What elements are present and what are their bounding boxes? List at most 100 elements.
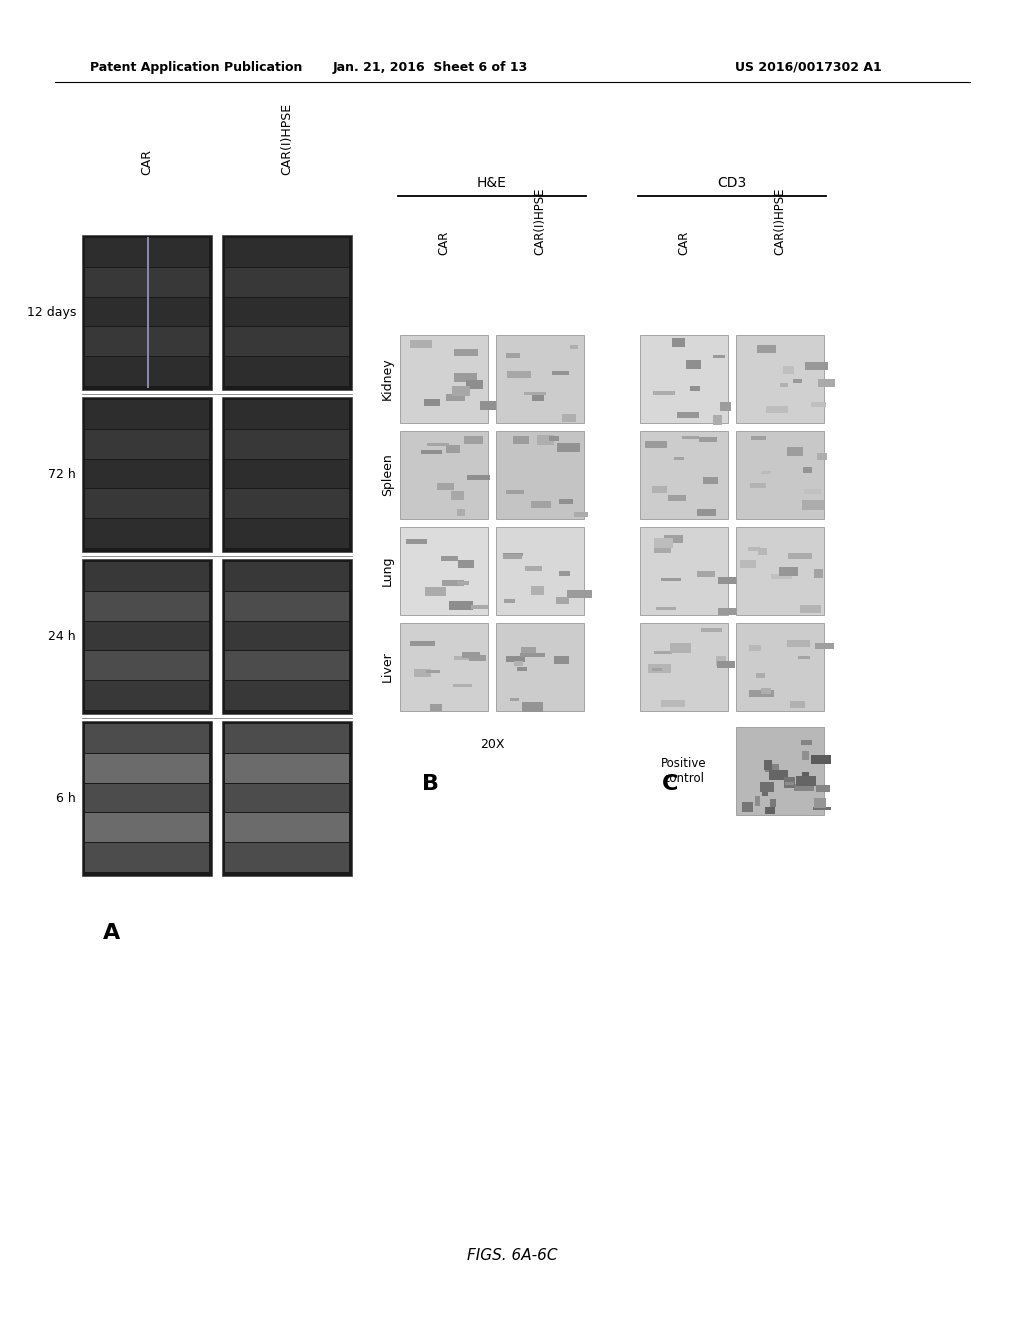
Bar (814, 797, 825, 808)
Bar (85, 723, 209, 752)
Bar (699, 437, 717, 442)
Text: B: B (422, 774, 438, 795)
Bar (464, 436, 482, 444)
Bar (784, 783, 795, 785)
Bar (800, 605, 820, 612)
Bar (513, 436, 529, 444)
Bar (802, 741, 812, 746)
Bar (700, 628, 723, 632)
Bar (82, 397, 212, 552)
Bar (225, 681, 349, 710)
Bar (788, 553, 812, 560)
Bar (749, 690, 774, 697)
Bar (496, 432, 584, 519)
Text: Liver: Liver (381, 652, 394, 682)
Bar (758, 345, 775, 352)
Bar (85, 400, 209, 429)
Bar (640, 527, 728, 615)
Bar (400, 527, 488, 615)
Bar (651, 668, 663, 671)
Bar (450, 601, 473, 610)
Bar (654, 546, 671, 553)
Bar (462, 652, 480, 657)
Bar (222, 235, 352, 389)
Bar (530, 502, 551, 508)
Bar (673, 338, 685, 347)
Bar (85, 327, 209, 356)
Bar (740, 560, 756, 569)
Bar (452, 387, 470, 396)
Bar (410, 339, 432, 348)
Bar (524, 392, 546, 396)
Bar (765, 807, 774, 814)
Bar (510, 698, 519, 701)
Bar (716, 656, 726, 667)
Bar (811, 401, 826, 408)
Bar (85, 562, 209, 591)
Bar (471, 605, 488, 610)
Bar (85, 784, 209, 812)
Bar (225, 562, 349, 591)
Bar (85, 681, 209, 710)
Bar (82, 721, 212, 876)
Bar (648, 664, 672, 673)
Bar (467, 475, 490, 480)
Bar (714, 416, 722, 425)
Bar (525, 566, 542, 570)
Bar (741, 801, 753, 812)
Bar (457, 581, 469, 585)
Bar (503, 554, 522, 560)
Bar (645, 441, 668, 447)
Bar (225, 843, 349, 873)
Bar (225, 519, 349, 548)
Bar (225, 490, 349, 519)
Bar (531, 586, 544, 595)
Bar (640, 623, 728, 711)
Bar (759, 548, 767, 554)
Bar (771, 574, 792, 578)
Bar (815, 643, 834, 649)
Bar (85, 238, 209, 267)
Bar (85, 358, 209, 385)
Bar (655, 607, 676, 610)
Bar (225, 754, 349, 783)
Bar (682, 436, 699, 440)
Bar (85, 843, 209, 873)
Bar (802, 751, 809, 760)
Bar (531, 395, 540, 400)
Bar (803, 772, 809, 780)
Bar (718, 607, 740, 615)
Bar (225, 430, 349, 458)
Text: CAR: CAR (140, 149, 154, 176)
Bar (538, 436, 554, 445)
Bar (496, 623, 584, 711)
Bar (798, 656, 810, 660)
Bar (764, 760, 772, 770)
Bar (765, 764, 778, 772)
Bar (817, 379, 836, 387)
Bar (452, 491, 464, 500)
Bar (717, 661, 735, 668)
Bar (736, 335, 824, 422)
Bar (480, 401, 497, 409)
Bar (222, 558, 352, 714)
Bar (574, 512, 588, 516)
Bar (654, 539, 673, 548)
Bar (802, 500, 823, 511)
Bar (85, 297, 209, 326)
Bar (559, 570, 570, 576)
Bar (85, 754, 209, 783)
Bar (787, 447, 803, 455)
Bar (783, 776, 795, 788)
Bar (426, 669, 440, 673)
Bar (222, 397, 352, 552)
Text: CAR: CAR (678, 231, 690, 255)
Bar (748, 546, 760, 550)
Bar (454, 656, 473, 660)
Bar (441, 556, 458, 561)
Bar (225, 358, 349, 385)
Text: 12 days: 12 days (27, 306, 76, 319)
Bar (640, 335, 728, 422)
Bar (714, 355, 725, 358)
Text: Positive
control: Positive control (662, 756, 707, 785)
